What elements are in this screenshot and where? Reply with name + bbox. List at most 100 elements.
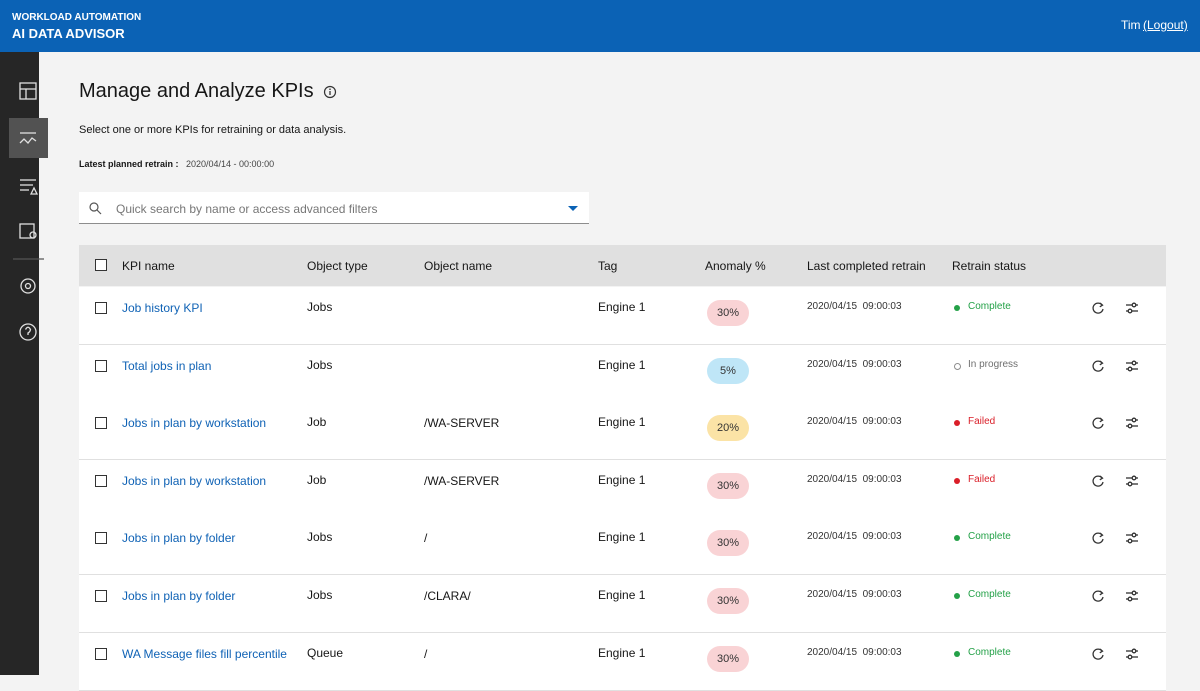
kpi-name-link[interactable]: Jobs in plan by workstation — [122, 416, 267, 431]
kpi-name-link[interactable]: Job history KPI — [122, 301, 203, 315]
info-icon[interactable] — [323, 85, 337, 99]
user-name: Tim — [1121, 18, 1141, 32]
row-checkbox[interactable] — [95, 647, 107, 660]
tag: Engine 1 — [598, 357, 646, 372]
dropdown-arrow[interactable] — [568, 206, 578, 212]
help-icon[interactable] — [19, 323, 37, 341]
table-row: Jobs in plan by folder Jobs / Engine 1 30% 20… — [79, 517, 1166, 576]
column-header: Tag — [598, 259, 618, 273]
action-icons — [1091, 359, 1151, 378]
retrain-status: Complete — [968, 301, 1011, 312]
settings-icon[interactable] — [20, 278, 36, 294]
last-retrain: 2020/04/15 09:00:03 — [807, 358, 902, 370]
tune-icon[interactable] — [1126, 475, 1138, 487]
table-row: Total jobs in plan Jobs Engine 1 5% 2020/04/… — [79, 344, 1166, 403]
kpi-name-link[interactable]: Jobs in plan by workstation — [122, 473, 267, 488]
object-name: /WA-SERVER — [424, 416, 500, 431]
select-all-checkbox[interactable] — [95, 259, 107, 271]
table-row: Jobs in plan by folder Jobs/CLARA/Engine … — [79, 575, 1166, 633]
search-box[interactable]: Quick search by name or access advanced … — [79, 192, 589, 224]
retrain-status: Failed — [968, 416, 996, 428]
last-retrain: 2020/04/15 09:00:03 — [807, 416, 902, 428]
tune-icon[interactable] — [1126, 417, 1138, 429]
table-row: Job history KPI Jobs Engine 1 30% 2020/04/15… — [79, 287, 1166, 345]
row-actions — [1092, 475, 1138, 487]
action-icons — [1091, 301, 1151, 320]
retrain-icon[interactable] — [1092, 302, 1104, 314]
retrain-icon[interactable] — [1092, 648, 1104, 660]
retrain-icon[interactable] — [1092, 417, 1104, 429]
tune-icon[interactable] — [1126, 360, 1138, 372]
kpi-name-link[interactable]: Jobs in plan by folder — [122, 589, 236, 603]
retrain-icon[interactable] — [1092, 532, 1104, 545]
object-name: /CLARA/ — [424, 589, 471, 603]
product-line: WORKLOAD AUTOMATION — [12, 12, 142, 23]
object-type: Jobs — [307, 588, 333, 602]
object-type: Jobs — [307, 357, 333, 372]
tag: Engine 1 — [598, 588, 646, 602]
row-checkbox[interactable] — [95, 532, 107, 545]
status-dot — [954, 593, 960, 599]
status-dot — [954, 650, 960, 657]
row-actions — [1092, 417, 1138, 429]
row-checkbox[interactable] — [95, 590, 107, 602]
anomaly-pill: 30% — [707, 472, 749, 499]
row-checkbox[interactable] — [95, 474, 107, 487]
object-name: / — [424, 646, 428, 661]
row-actions — [1092, 648, 1138, 660]
anomaly-pill: 5% — [707, 357, 749, 384]
status-dot — [954, 420, 960, 427]
column-header: Object type — [307, 259, 368, 273]
tune-icon[interactable] — [1126, 532, 1138, 544]
retrain-icon[interactable] — [1092, 590, 1104, 602]
tag: Engine 1 — [598, 300, 646, 314]
object-name: / — [424, 531, 428, 546]
row-checkbox[interactable] — [95, 359, 107, 372]
table-row: Jobs in plan by workstation Job/WA-SERVER… — [79, 459, 1166, 518]
retrain-status: Failed — [968, 473, 996, 485]
kpi-name-link[interactable]: WA Message files fill percentile — [122, 646, 287, 661]
action-icons — [1091, 589, 1151, 608]
tune-icon[interactable] — [1126, 648, 1138, 660]
status-dot — [954, 305, 960, 311]
logout-link[interactable]: (Logout) — [1143, 18, 1188, 32]
last-retrain: 2020/04/15 09:00:03 — [807, 473, 902, 485]
object-type: Job — [307, 415, 327, 430]
row-actions — [1092, 360, 1138, 372]
sidebar — [0, 52, 48, 675]
retrain-value: 2020/04/14 - 00:00:00 — [186, 159, 275, 169]
dashboard-icon[interactable] — [19, 82, 37, 100]
action-icons — [1091, 531, 1151, 550]
tune-icon[interactable] — [1126, 590, 1138, 602]
anomaly-pill: 30% — [707, 300, 749, 326]
action-icons — [1091, 416, 1151, 435]
anomaly-pill: 30% — [707, 588, 749, 614]
kpi-name-link[interactable]: Jobs in plan by folder — [122, 531, 236, 546]
list-icon[interactable] — [19, 179, 38, 195]
retrain-status: Complete — [968, 646, 1011, 658]
table-row: WA Message files fill percentile Queue / En… — [79, 632, 1166, 691]
kpi-name-link[interactable]: Total jobs in plan — [122, 358, 212, 373]
action-icons — [1091, 474, 1151, 493]
last-retrain: 2020/04/15 09:00:03 — [807, 531, 902, 543]
last-retrain: 2020/04/15 09:00:03 — [807, 301, 902, 312]
status-dot — [954, 535, 960, 542]
tag: Engine 1 — [598, 472, 646, 487]
status-dot — [954, 477, 960, 484]
anomaly-pill: 20% — [707, 415, 749, 442]
kpi-icon[interactable] — [19, 132, 37, 144]
row-checkbox[interactable] — [95, 417, 107, 430]
tag: Engine 1 — [598, 530, 646, 545]
tag: Engine 1 — [598, 645, 646, 660]
sidebar-icons — [8, 82, 48, 341]
search-placeholder: Quick search by name or access advanced … — [116, 202, 378, 216]
calendar-icon[interactable] — [19, 223, 37, 239]
tune-icon[interactable] — [1126, 302, 1138, 314]
table-header: KPI name Object type Object name Tag Anomaly… — [79, 245, 1166, 286]
row-checkbox[interactable] — [95, 302, 107, 314]
retrain-icon[interactable] — [1092, 360, 1104, 372]
object-name: /WA-SERVER — [424, 473, 500, 488]
tag: Engine 1 — [598, 415, 646, 430]
retrain-icon[interactable] — [1092, 475, 1104, 487]
object-type: Jobs — [307, 530, 333, 545]
